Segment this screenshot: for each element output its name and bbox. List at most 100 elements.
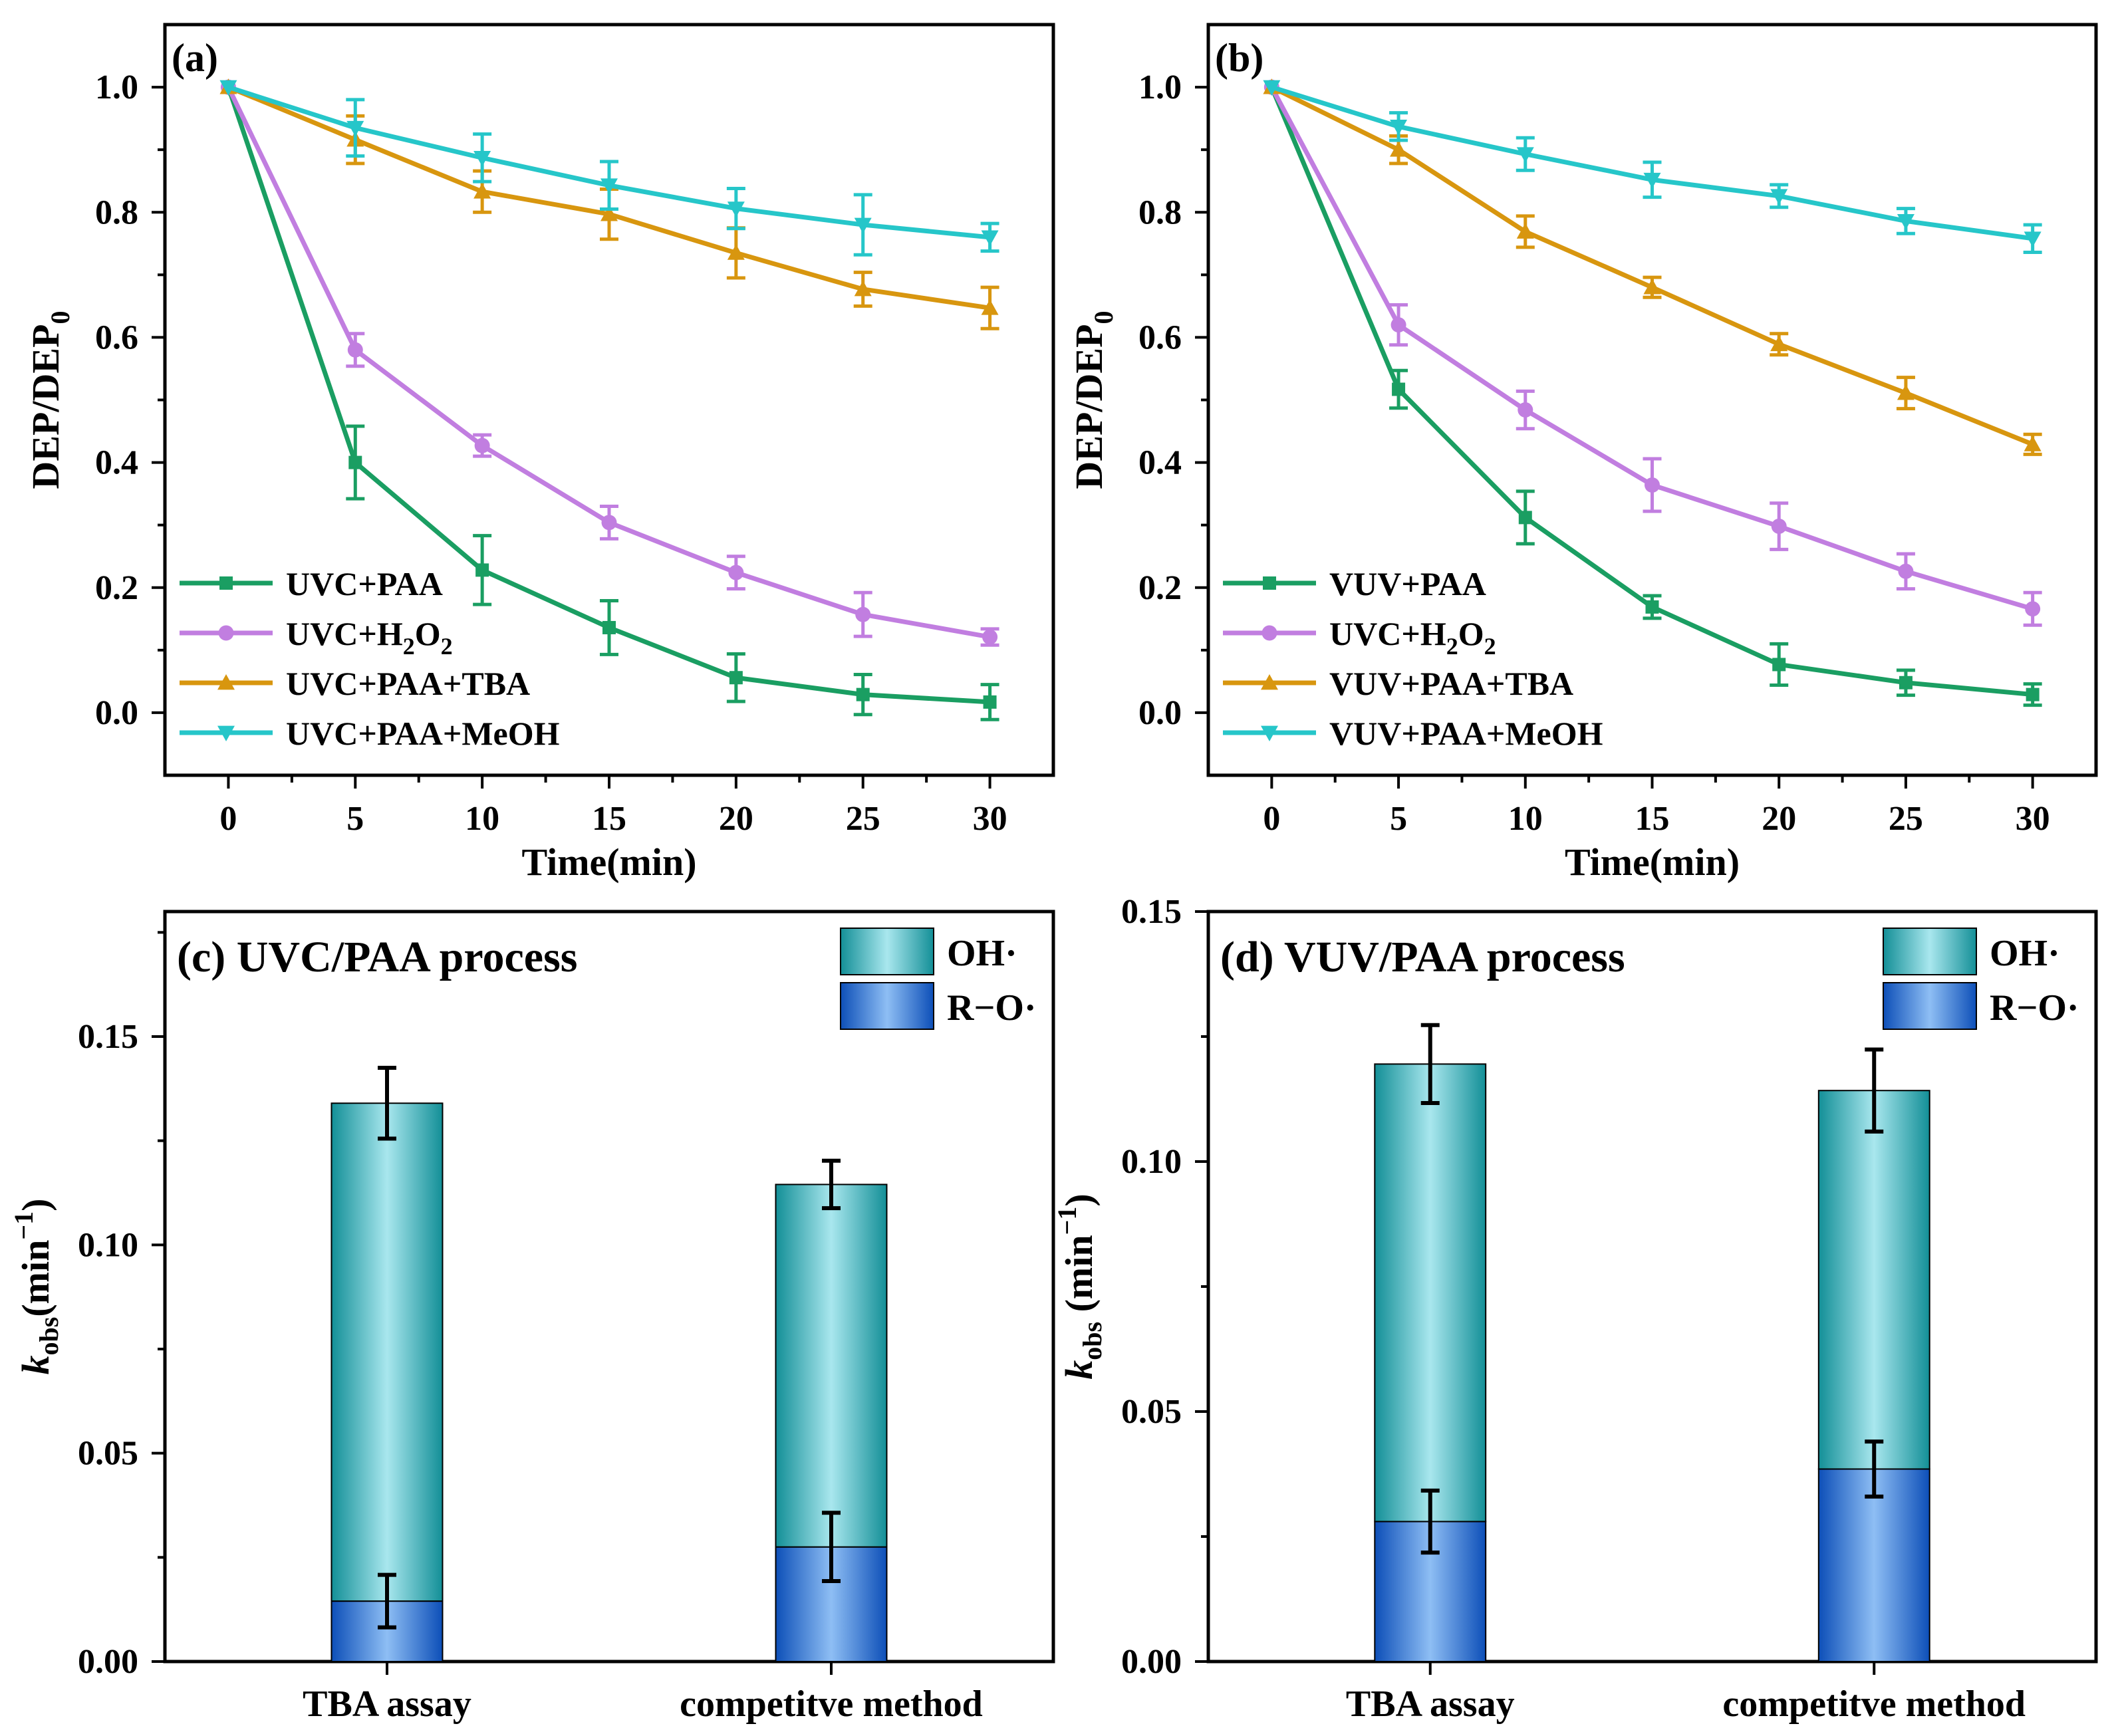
legend-label: UVC+PAA+TBA xyxy=(286,665,530,702)
legend-marker xyxy=(1261,725,1278,741)
data-point xyxy=(219,80,237,96)
y-tick-label: 0.00 xyxy=(78,1643,138,1681)
x-tick-label: 30 xyxy=(2016,800,2050,838)
series-2 xyxy=(1263,78,2042,456)
y-tick-label: 0.10 xyxy=(1121,1143,1182,1181)
x-tick-label: 10 xyxy=(1508,800,1543,838)
legend-swatch-oh xyxy=(840,928,934,975)
bar-chart-d: 0.00 0.05 0.10 0.15 TBA assay competitve meth… xyxy=(1052,893,2098,1725)
legend-label: VUV+PAA xyxy=(1329,565,1486,602)
data-point xyxy=(1390,119,1408,136)
y-tick-label: 0.4 xyxy=(1138,444,1182,482)
series-line xyxy=(1270,84,2034,447)
data-point xyxy=(1390,317,1406,333)
legend: OH· R−O· xyxy=(840,928,1037,1030)
x-tick-label: competitve method xyxy=(680,1683,983,1725)
data-point xyxy=(1771,519,1787,535)
data-point xyxy=(982,629,998,645)
data-point xyxy=(1518,402,1533,418)
legend-label-ro: R−O· xyxy=(947,987,1037,1029)
panel-title: (c) UVC/PAA process xyxy=(177,933,577,981)
bar-stack xyxy=(1817,1047,1930,1662)
data-point xyxy=(2025,601,2041,617)
bar-stack xyxy=(1374,1023,1487,1662)
plot-frame xyxy=(163,23,1055,777)
panel-label: (a) xyxy=(172,36,218,80)
data-point xyxy=(981,230,999,246)
legend-marker xyxy=(1261,625,1277,641)
data-point xyxy=(1897,384,1915,400)
data-point xyxy=(1518,511,1532,525)
x-tick-label: 20 xyxy=(1762,800,1796,838)
bar-oh xyxy=(775,1183,888,1548)
data-point xyxy=(981,299,999,315)
legend: UVC+PAA UVC+H2O2 UVC+PAA+TBA UVC+PAA+MeOH xyxy=(180,565,560,752)
data-point xyxy=(1390,141,1408,157)
y-tick-label: 0.2 xyxy=(95,569,138,607)
y-tick-label: 0.6 xyxy=(95,318,138,356)
data-point xyxy=(1897,214,1915,230)
legend-label-oh: OH· xyxy=(1990,933,2060,974)
bar-oh xyxy=(1374,1063,1487,1523)
data-point xyxy=(1392,382,1406,396)
legend-label-ro: R−O· xyxy=(1990,987,2079,1029)
x-tick-label: 25 xyxy=(846,800,880,838)
y-axis-title: kobs(min−1) xyxy=(9,1199,64,1375)
x-tick-label: 15 xyxy=(1635,800,1670,838)
y-axis-title: kobs (min−1) xyxy=(1052,1193,1107,1379)
x-tick-label: 25 xyxy=(1889,800,1923,838)
data-point xyxy=(1645,477,1660,493)
legend-label: UVC+PAA xyxy=(286,565,443,602)
y-tick-label: 0.8 xyxy=(95,193,138,231)
x-axis-title: Time(min) xyxy=(521,840,696,884)
series-3 xyxy=(1263,80,2042,254)
y-tick-label: 0.0 xyxy=(95,694,138,732)
x-tick-label: 0 xyxy=(1263,800,1280,838)
data-point xyxy=(475,563,489,577)
plot-frame xyxy=(163,910,1055,1664)
legend-marker xyxy=(218,625,234,641)
legend-label: VUV+PAA+MeOH xyxy=(1329,715,1603,752)
x-tick-label: TBA assay xyxy=(1346,1683,1515,1725)
legend-label: UVC+H2O2 xyxy=(1329,615,1496,660)
series-3 xyxy=(219,80,999,257)
data-point xyxy=(1770,189,1788,205)
y-tick-label: 1.0 xyxy=(1138,68,1182,106)
data-point xyxy=(474,437,490,453)
data-point xyxy=(1516,223,1534,239)
y-tick-label: 0.4 xyxy=(95,444,138,482)
y-tick-label: 0.10 xyxy=(78,1226,138,1264)
data-point xyxy=(1643,172,1661,189)
data-point xyxy=(727,201,745,217)
y-tick-label: 0.15 xyxy=(78,1018,138,1056)
data-point xyxy=(347,342,363,358)
data-point xyxy=(983,695,997,709)
y-axis-title-sub: 0 xyxy=(1089,310,1119,324)
line-chart-a: 0 5 10 15 20 25 30 0.0 0.2 0.4 0.6 0.8 1.0 Time(min) D… xyxy=(24,23,1055,884)
legend-swatch-ro xyxy=(1883,982,1977,1030)
data-point xyxy=(1898,563,1914,579)
legend-label: UVC+H2O2 xyxy=(286,615,453,660)
panel-label: (b) xyxy=(1215,36,1263,80)
y-tick-label: 0.6 xyxy=(1138,318,1182,356)
x-tick-label: TBA assay xyxy=(303,1683,471,1725)
x-tick-label: 30 xyxy=(973,800,1007,838)
legend-marker xyxy=(219,576,233,590)
y-tick-label: 0.05 xyxy=(78,1435,138,1473)
x-tick-label: competitve method xyxy=(1722,1683,2026,1725)
data-point xyxy=(2024,435,2042,451)
y-axis-title-sub: 0 xyxy=(45,310,75,324)
y-tick-label: 1.0 xyxy=(95,68,138,106)
legend-marker xyxy=(1263,576,1276,590)
data-point xyxy=(346,120,364,137)
legend-marker xyxy=(217,725,235,741)
x-axis-title: Time(min) xyxy=(1565,840,1740,884)
data-point xyxy=(854,217,872,234)
y-tick-label: 0.15 xyxy=(1121,893,1182,931)
panel-title: (d) VUV/PAA process xyxy=(1220,933,1625,981)
data-point xyxy=(1643,279,1661,295)
y-tick-label: 0.8 xyxy=(1138,193,1182,231)
data-point xyxy=(473,183,491,199)
x-tick-label: 5 xyxy=(346,800,364,838)
y-axis-title: DEP/DEP0 xyxy=(1067,310,1119,489)
